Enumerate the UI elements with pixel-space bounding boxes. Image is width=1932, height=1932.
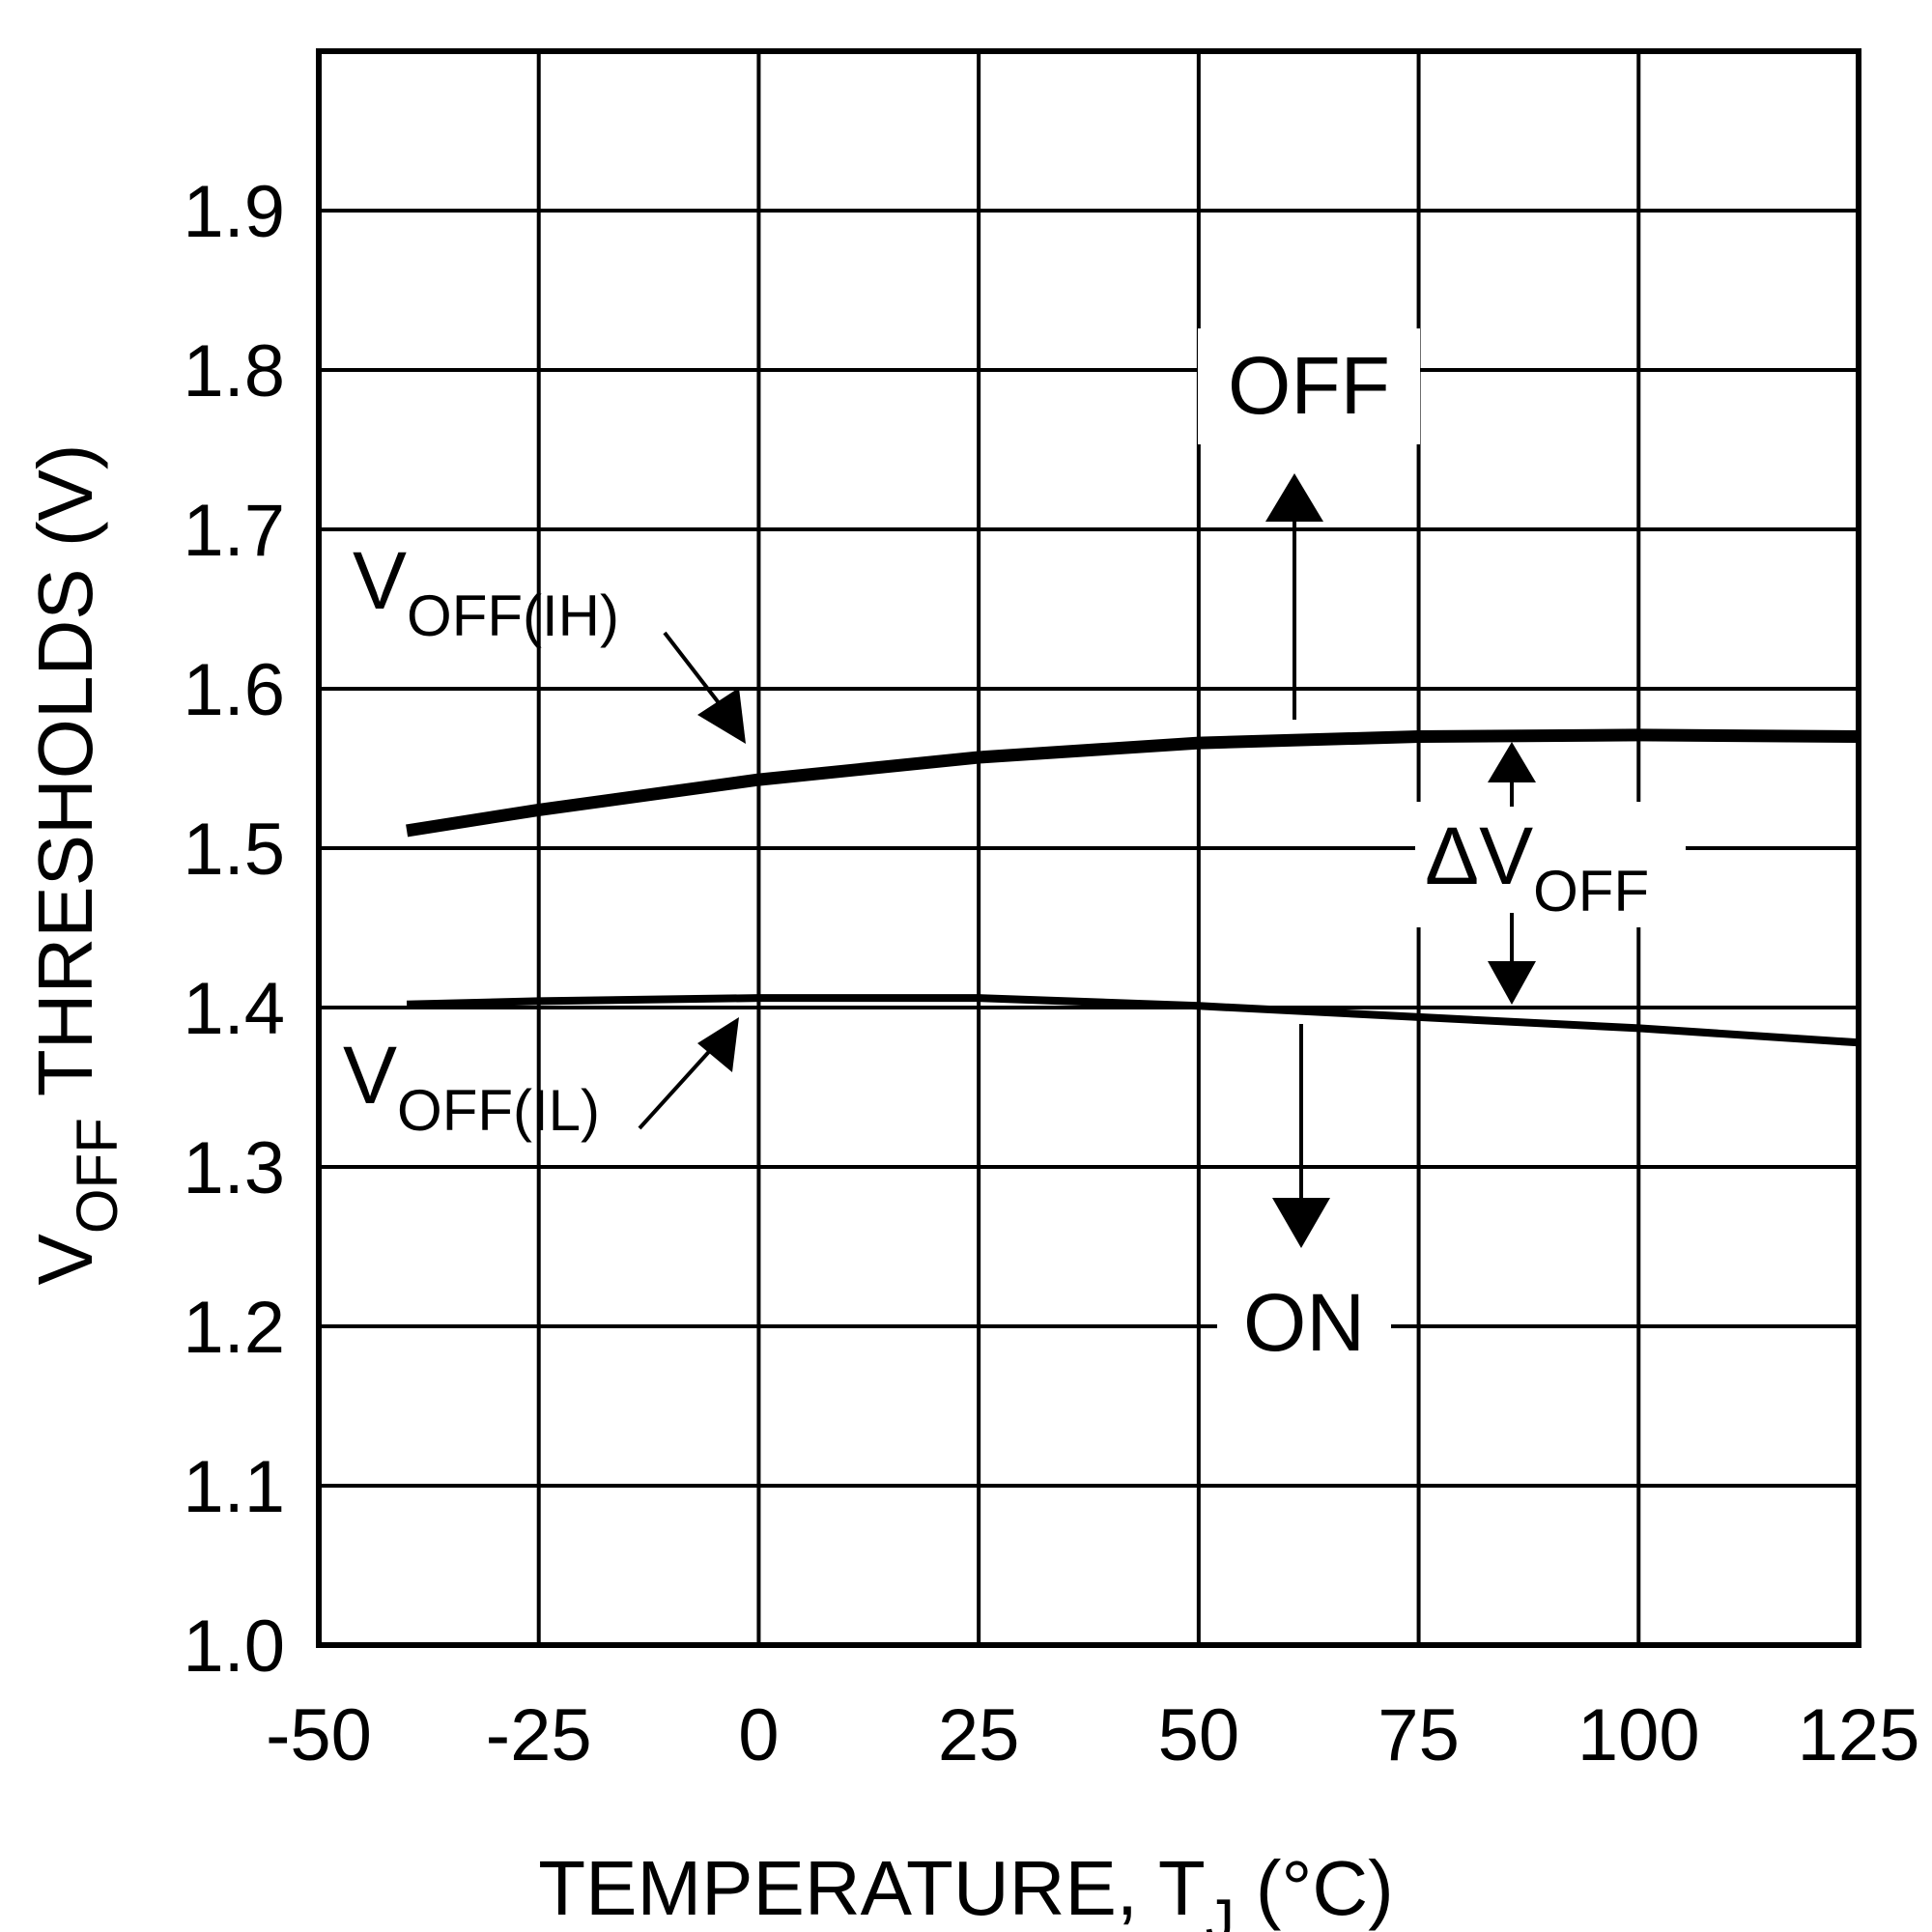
y-axis-title: VOFF THRESHOLDS (V)	[22, 444, 129, 1286]
tick-labels: -50 -25 0 25 50 75 100 125 1.0 1.1 1.2 1.3 1.4 1.5 1.6…	[183, 171, 1919, 1776]
off-label: OFF	[1228, 340, 1390, 431]
delta-arrow-down-head	[1488, 961, 1536, 1005]
series-voff-ih-leader	[663, 631, 728, 715]
on-label-bg	[1217, 1265, 1391, 1381]
x-axis-title-main: TEMPERATURE, T	[538, 1845, 1205, 1931]
delta-voff-main: ΔV	[1425, 810, 1533, 901]
series-voff-il-label-main: V	[343, 1030, 397, 1121]
series-voff-il-leader	[638, 1043, 717, 1130]
y-tick-label: 1.4	[183, 968, 285, 1050]
x-axis-title-unit: (°C)	[1256, 1845, 1394, 1931]
x-axis-title-sub: J	[1206, 1888, 1235, 1932]
y-tick-label: 1.8	[183, 330, 285, 412]
y-tick-label: 1.2	[183, 1287, 285, 1369]
series-voff-il-label: VOFF(IL)	[343, 1030, 600, 1143]
on-label: ON	[1243, 1277, 1365, 1368]
series-voff-il-label-sub: OFF(IL)	[397, 1078, 600, 1143]
series-voff-ih-label-sub: OFF(IH)	[407, 583, 619, 648]
x-axis-title: TEMPERATURE, TJ (°C)	[538, 1845, 1393, 1932]
x-tick-label: -25	[486, 1694, 592, 1776]
y-axis-title-rest: THRESHOLDS (V)	[22, 444, 108, 1097]
delta-voff-sub: OFF	[1533, 859, 1649, 923]
x-tick-label: 25	[938, 1694, 1020, 1776]
series-voff-ih-leader-head	[697, 688, 746, 744]
series-voff-ih-line	[406, 728, 1860, 838]
series-voff-il-line	[407, 994, 1860, 1047]
y-tick-label: 1.9	[183, 171, 285, 253]
y-axis-title-sub: OFF	[65, 1118, 129, 1234]
y-tick-label: 1.6	[183, 649, 285, 731]
on-arrow-head	[1272, 1198, 1330, 1248]
x-tick-label: 125	[1798, 1694, 1920, 1776]
off-label-bg	[1198, 328, 1420, 444]
y-tick-label: 1.1	[183, 1446, 285, 1528]
series-voff-ih-label-main: V	[353, 535, 407, 626]
y-tick-label: 1.0	[183, 1605, 285, 1688]
y-tick-label: 1.7	[183, 490, 285, 572]
delta-label-bg	[1415, 802, 1686, 927]
y-axis-title-main: V	[22, 1233, 108, 1285]
y-tick-label: 1.3	[183, 1127, 285, 1209]
x-tick-label: -50	[266, 1694, 372, 1776]
delta-voff-label: ΔVOFF	[1425, 810, 1649, 923]
off-arrow-head	[1265, 473, 1323, 522]
x-tick-label: 0	[738, 1694, 779, 1776]
y-tick-label: 1.5	[183, 809, 285, 891]
x-tick-label: 50	[1158, 1694, 1240, 1776]
series-voff-il-leader-head	[697, 1017, 739, 1072]
series-voff-ih-label: VOFF(IH)	[353, 535, 619, 648]
x-tick-label: 75	[1378, 1694, 1460, 1776]
x-tick-label: 100	[1577, 1694, 1700, 1776]
plot-frame	[316, 48, 1861, 1648]
delta-arrow-up-head	[1488, 742, 1536, 782]
